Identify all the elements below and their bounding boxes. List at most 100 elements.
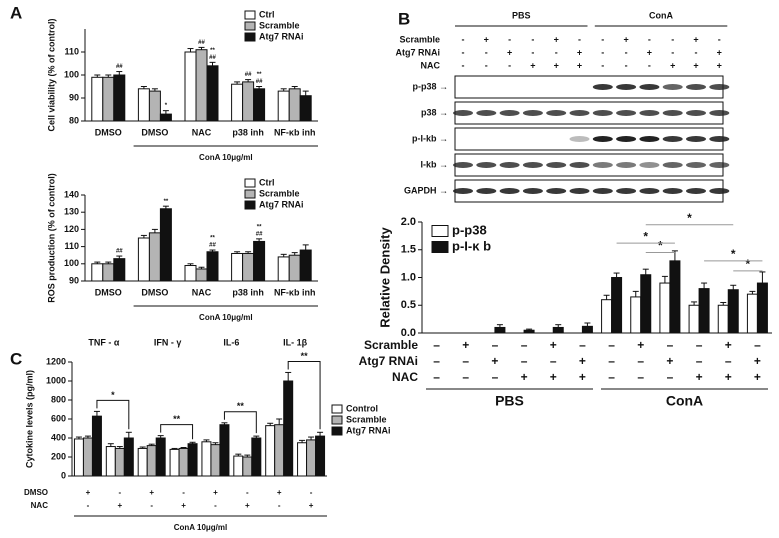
group-label: IL- 1β <box>283 337 308 347</box>
y-tick-label: 1.0 <box>401 271 416 283</box>
legend-swatch <box>331 426 343 436</box>
bar <box>659 282 671 334</box>
bar <box>688 304 700 334</box>
blot-band <box>686 84 706 90</box>
y-tick-label: 100 <box>64 69 79 79</box>
significance-mark: ** <box>257 72 262 78</box>
bar <box>717 304 729 334</box>
condition-sign: – <box>433 338 440 352</box>
bar <box>288 254 301 282</box>
blot-band <box>709 188 730 194</box>
bar <box>105 446 116 477</box>
condition-sign: - <box>150 501 153 510</box>
blot-sign: - <box>648 34 651 44</box>
condition-sign: + <box>277 488 282 497</box>
bar <box>159 208 172 282</box>
condition-sign: + <box>637 338 644 352</box>
blot-band <box>499 188 520 194</box>
y-tick-label: 110 <box>64 46 79 56</box>
blot-sign: - <box>578 34 581 44</box>
legend-swatch <box>244 189 256 199</box>
significance-mark: * <box>643 229 648 243</box>
bar <box>148 232 161 282</box>
bar <box>146 445 157 477</box>
condition-sign: – <box>637 370 644 384</box>
significance-mark: * <box>658 239 663 253</box>
legend-label: Control <box>346 403 378 413</box>
blot-band <box>662 188 683 194</box>
blot-sign: - <box>648 60 651 70</box>
blot-sign: - <box>531 47 534 57</box>
legend-label: Ctrl <box>259 9 275 19</box>
x-tick-label: DMSO <box>141 127 168 137</box>
bar <box>178 447 189 477</box>
legend-label: Scramble <box>259 20 300 30</box>
bar <box>195 49 208 122</box>
blot-band <box>592 162 613 168</box>
group-caption: ConA 10μg/ml <box>199 313 253 322</box>
bar <box>283 380 294 477</box>
bar <box>137 237 150 282</box>
blot-group: ConA <box>649 10 673 20</box>
condition-label: NAC <box>392 370 418 384</box>
x-tick-label: DMSO <box>95 127 122 137</box>
blot-band <box>662 110 683 116</box>
bar <box>265 425 276 477</box>
blot-band <box>476 162 497 168</box>
condition-sign: - <box>182 488 185 497</box>
blot-sign: - <box>508 34 511 44</box>
blot-band <box>686 136 706 142</box>
legend-label: p-I-κ b <box>452 238 491 253</box>
blot-group: PBS <box>512 10 531 20</box>
bar <box>552 326 564 334</box>
bar <box>640 274 652 334</box>
significance-mark: ## <box>198 40 205 46</box>
bar <box>91 76 104 122</box>
bar <box>611 277 623 334</box>
blot-band <box>592 84 613 90</box>
condition-label: DMSO <box>24 488 48 497</box>
blot-band <box>686 188 706 194</box>
y-tick-label: 100 <box>64 258 79 268</box>
blot-band <box>522 162 543 168</box>
blot-band <box>569 110 590 116</box>
condition-sign: – <box>433 370 440 384</box>
legend-swatch <box>331 415 343 425</box>
blot-label: p-I-kb → <box>412 133 448 143</box>
condition-sign: – <box>550 354 557 368</box>
bar <box>113 258 126 282</box>
significance-mark: ## <box>245 72 252 78</box>
condition-sign: – <box>725 354 732 368</box>
blot-sign: + <box>554 34 559 44</box>
blot-band <box>709 110 730 116</box>
blot-band <box>499 110 520 116</box>
legend-swatch <box>244 10 256 20</box>
blot-sign: - <box>601 47 604 57</box>
condition-sign: – <box>492 370 499 384</box>
blot-band <box>522 110 543 116</box>
condition-sign: – <box>608 354 615 368</box>
blot-band <box>453 110 473 116</box>
legend-swatch <box>244 21 256 31</box>
bar <box>669 260 681 334</box>
condition-sign: – <box>608 338 615 352</box>
blot-row-label: Atg7 RNAi <box>396 47 441 57</box>
blot-band <box>499 162 520 168</box>
condition-sign: – <box>492 338 499 352</box>
blot-sign: + <box>577 60 582 70</box>
blot-band <box>639 84 660 90</box>
legend-label: Scramble <box>259 188 300 198</box>
blot-band <box>662 162 683 168</box>
blot-sign: + <box>717 47 722 57</box>
condition-sign: + <box>754 370 761 384</box>
bar <box>159 113 172 122</box>
y-axis-label: ROS production (% of control) <box>46 173 56 303</box>
condition-sign: + <box>181 501 186 510</box>
legend-label: Atg7 RNAi <box>259 199 304 209</box>
blot-band <box>546 162 567 168</box>
condition-sign: - <box>118 488 121 497</box>
significance-mark: ## <box>256 79 263 85</box>
condition-sign: + <box>309 501 314 510</box>
bar <box>148 90 161 122</box>
blot-band <box>453 162 473 168</box>
